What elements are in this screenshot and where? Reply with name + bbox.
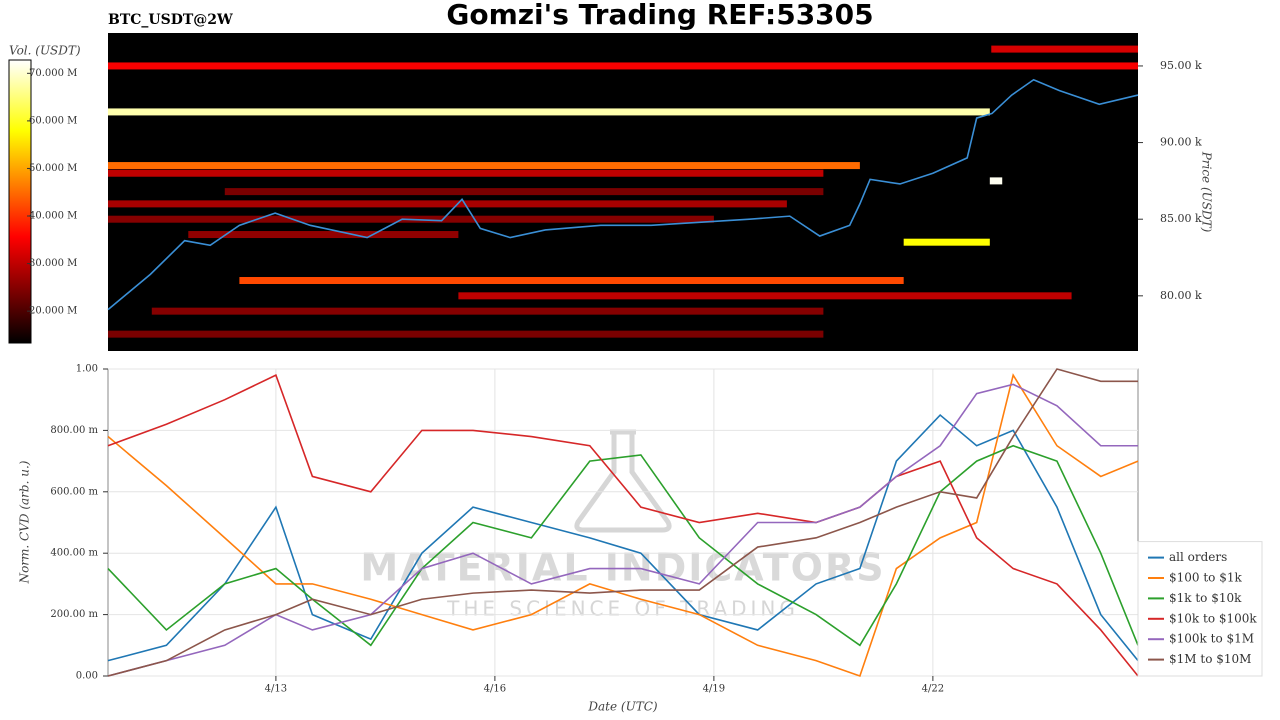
legend: all orders $100 to $1k $1k to $10k $10k to … bbox=[1137, 541, 1263, 677]
legend-label: $100 to $1k bbox=[1169, 571, 1242, 585]
y-tick-label: 800.00 m bbox=[50, 425, 98, 436]
heatmap-subtitle: BTC_USDT@2W bbox=[108, 12, 233, 28]
watermark-logo bbox=[574, 429, 672, 533]
y-axis-label: Norm. CVD (arb. u.) bbox=[18, 460, 32, 584]
heatmap-cell bbox=[108, 169, 824, 177]
y-tick-label: 0.00 bbox=[76, 671, 98, 682]
heatmap-cell bbox=[188, 231, 459, 239]
x-tick-label: 4/22 bbox=[922, 684, 944, 695]
colorbar-label: Vol. (USDT) bbox=[9, 44, 81, 58]
colorbar-tick-label: 50.000 M bbox=[29, 163, 77, 174]
heatmap-cell bbox=[108, 200, 787, 208]
legend-label: all orders bbox=[1169, 550, 1227, 564]
heatmap-cell bbox=[903, 238, 990, 246]
x-tick-label: 4/13 bbox=[265, 684, 287, 695]
heatmap-cell bbox=[108, 162, 860, 170]
x-tick-label: 4/19 bbox=[703, 684, 725, 695]
colorbar-tick-label: 40.000 M bbox=[29, 211, 77, 222]
x-tick-label: 4/16 bbox=[484, 684, 506, 695]
series-line bbox=[107, 374, 1139, 677]
y-tick-label: 85.00 k bbox=[1160, 212, 1202, 225]
y-tick-label: 1.00 bbox=[76, 364, 98, 375]
cvd-plot-area bbox=[107, 368, 1139, 677]
heatmap-cell bbox=[108, 330, 824, 338]
heatmap-cell bbox=[151, 307, 824, 315]
heatmap-cell bbox=[458, 292, 1072, 300]
page-title: Gomzi's Trading REF:53305 bbox=[446, 0, 873, 31]
y-tick-label: 80.00 k bbox=[1160, 289, 1202, 302]
series-line bbox=[107, 444, 1139, 647]
y-axis-label: Price (USDT) bbox=[1200, 151, 1214, 233]
colorbar-tick-label: 70.000 M bbox=[29, 68, 77, 79]
colorbar-tick-label: 30.000 M bbox=[29, 258, 77, 269]
price-line bbox=[107, 78, 1139, 311]
series-line bbox=[107, 383, 1138, 677]
heatmap-cell bbox=[989, 177, 1003, 185]
heatmap-cell bbox=[224, 188, 824, 196]
colorbar bbox=[8, 59, 32, 344]
heatmap-cell bbox=[108, 108, 990, 116]
legend-label: $1k to $10k bbox=[1169, 591, 1242, 605]
y-tick-label: 95.00 k bbox=[1160, 59, 1202, 72]
legend-box bbox=[1137, 541, 1263, 677]
heatmap-cell bbox=[991, 45, 1138, 53]
y-tick-label: 400.00 m bbox=[50, 548, 98, 559]
heatmap-cell bbox=[239, 277, 904, 285]
legend-label: $1M to $10M bbox=[1169, 652, 1251, 666]
series-line bbox=[107, 413, 1139, 662]
legend-label: $100k to $1M bbox=[1169, 632, 1254, 646]
y-tick-label: 600.00 m bbox=[50, 486, 98, 497]
x-axis-label: Date (UTC) bbox=[587, 700, 657, 714]
colorbar-tick-label: 20.000 M bbox=[29, 306, 77, 317]
legend-label: $10k to $100k bbox=[1169, 611, 1257, 625]
watermark-text: THE SCIENCE OF TRADING bbox=[446, 597, 799, 621]
y-tick-label: 90.00 k bbox=[1160, 136, 1202, 149]
colorbar-tick-label: 60.000 M bbox=[29, 115, 77, 126]
y-tick-label: 200.00 m bbox=[50, 609, 98, 620]
series-line bbox=[107, 368, 1138, 677]
heatmap-cell bbox=[108, 62, 1138, 70]
